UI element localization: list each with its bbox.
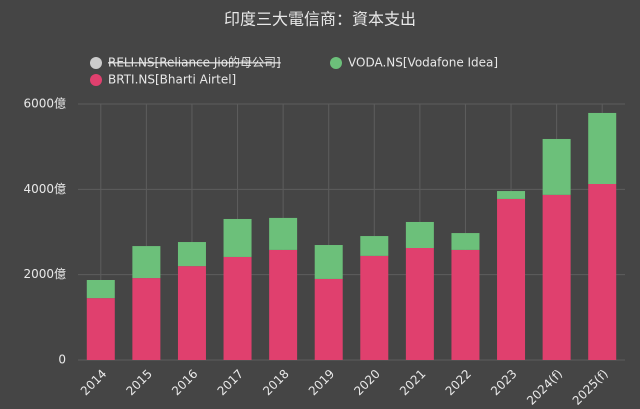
bar-segment — [360, 236, 389, 256]
bar-segment — [223, 218, 252, 257]
bar-segment — [86, 280, 115, 299]
bar-segment — [223, 256, 252, 360]
bar-segment — [497, 198, 526, 360]
bar-segment — [360, 255, 389, 360]
bar-segment — [269, 249, 298, 360]
bar-segment — [588, 112, 617, 184]
legend-swatch — [90, 74, 102, 86]
bar-segment — [132, 278, 161, 360]
y-tick-label: 0 — [58, 353, 66, 367]
bar-segment — [451, 249, 480, 360]
bar-segment — [314, 278, 343, 360]
bar-segment — [451, 233, 480, 250]
bar-segment — [405, 221, 434, 248]
legend-swatch — [330, 57, 342, 69]
y-tick-label: 4000億 — [23, 182, 66, 196]
bar-segment — [542, 138, 571, 195]
legend-label: BRTI.NS[Bharti Airtel] — [108, 73, 236, 87]
bar-segment — [542, 194, 571, 360]
y-tick-label: 2000億 — [23, 267, 66, 281]
chart-title: 印度三大電信商：資本支出 — [224, 10, 416, 29]
bar-segment — [177, 266, 206, 360]
bar-segment — [497, 191, 526, 199]
bar-segment — [86, 298, 115, 360]
legend-swatch — [90, 57, 102, 69]
bar-segment — [132, 246, 161, 279]
y-tick-label: 6000億 — [23, 97, 66, 111]
bar-segment — [269, 217, 298, 250]
bar-segment — [177, 242, 206, 267]
bar-segment — [588, 184, 617, 360]
bar-segment — [314, 245, 343, 279]
bar-segment — [405, 248, 434, 360]
legend-label: RELI.NS[Reliance Jio的母公司] — [108, 55, 281, 70]
legend-label: VODA.NS[Vodafone Idea] — [348, 56, 498, 70]
